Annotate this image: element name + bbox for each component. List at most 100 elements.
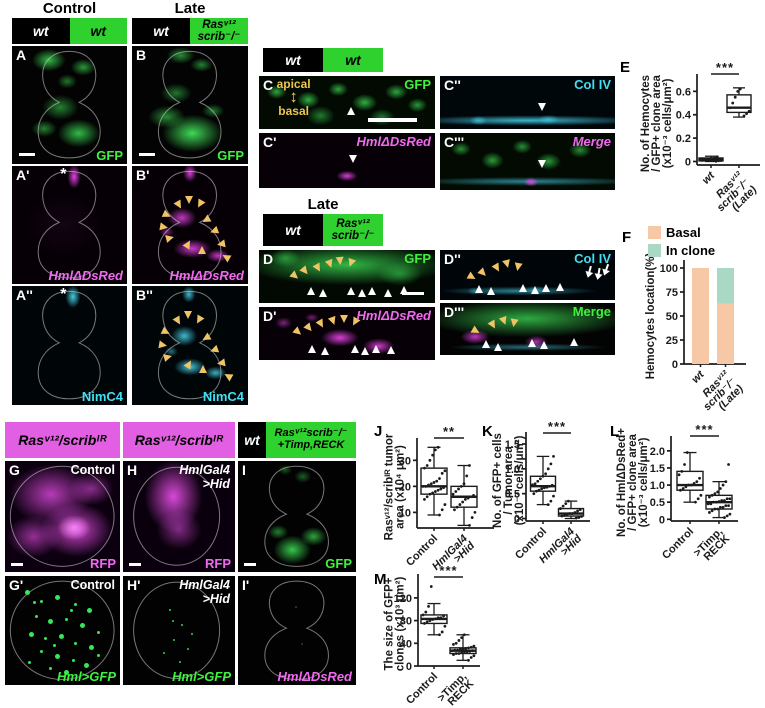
- basal-hemocyte-arrowhead: [555, 283, 564, 291]
- panel-D-triple-prime: D''' Merge: [440, 303, 615, 355]
- channel-label: GFP: [217, 148, 244, 163]
- hemocyte-arrowhead: [292, 326, 304, 338]
- legend-row-in-clone: In clone: [648, 243, 715, 258]
- condition-label: Control: [70, 578, 115, 592]
- apical-basal-annotation: apical ↕ basal: [276, 76, 311, 118]
- svg-text:0: 0: [514, 514, 520, 526]
- scale-bar: [243, 563, 256, 567]
- basal-hemocyte-arrowhead: [482, 340, 490, 349]
- hemocyte-arrowhead: [299, 265, 311, 278]
- genotype-bar-d: wt Rasᵛ¹² scrib⁻/⁻: [263, 214, 383, 246]
- genotype-rasv12-scrib: Rasᵛ¹² scrib⁻/⁻: [323, 214, 383, 246]
- panel-C-double-prime: C'' Col IV: [440, 76, 615, 129]
- svg-text:0.5: 0.5: [505, 489, 520, 501]
- basal-hemocyte-arrowhead: [361, 347, 370, 356]
- panel-E-boxplot: 0 0.2 0.4 0.6 No. of Hemocytes/ GFP+ clone a…: [598, 52, 765, 227]
- panel-A-prime: A' * HmlΔDsRed: [12, 166, 127, 284]
- panel-letter: C': [263, 134, 277, 150]
- svg-text:***: ***: [439, 563, 457, 578]
- genotype-bar-late: wt Rasᵛ¹² scrib⁻/⁻: [132, 18, 248, 44]
- svg-text:30: 30: [399, 455, 411, 467]
- hemocyte-arrowhead: [466, 271, 478, 282]
- channel-label: Col IV: [574, 251, 611, 266]
- svg-text:75: 75: [666, 287, 678, 299]
- panel-C-prime: C' HmlΔDsRed: [259, 133, 435, 188]
- panel-letter: D'': [444, 251, 461, 267]
- channel-label: GFP: [404, 251, 431, 266]
- hemocyte-arrowhead: [312, 262, 324, 274]
- hemocyte-dots: [123, 576, 125, 578]
- svg-text:Control: Control: [660, 526, 696, 562]
- panel-F-stacked-bar: Basal In clone 0 25 50 75 100 Hemocytes locat…: [598, 224, 765, 419]
- hemocyte-arrowhead: [538, 102, 546, 111]
- basal-lamina-arrow: [587, 265, 592, 274]
- svg-text:M: M: [374, 571, 387, 588]
- genotype-wt: wt: [263, 214, 323, 246]
- svg-text:Rasᵛ¹²/scribᴵᴿ tumorarea (x10⁴: Rasᵛ¹²/scribᴵᴿ tumorarea (x10⁴ μm²): [384, 433, 407, 540]
- hemocyte-arrowhead: [315, 318, 327, 330]
- basal-hemocyte-arrowhead: [527, 339, 536, 348]
- svg-text:80: 80: [400, 616, 412, 628]
- basal-hemocyte-arrowhead: [368, 287, 377, 296]
- panel-B: B GFP: [132, 46, 248, 164]
- basal-hemocyte-arrowhead: [318, 289, 327, 298]
- svg-text:wt: wt: [689, 368, 707, 386]
- svg-text:L: L: [610, 423, 619, 440]
- svg-text:***: ***: [716, 60, 734, 75]
- svg-text:wt: wt: [700, 169, 718, 187]
- panel-letter: C: [263, 77, 274, 93]
- basal-hemocyte-arrowhead: [475, 285, 483, 293]
- channel-label: RFP: [205, 556, 231, 571]
- svg-text:10: 10: [399, 507, 411, 519]
- svg-text:***: ***: [695, 422, 713, 437]
- svg-text:50: 50: [666, 311, 678, 323]
- condition-label: HmlGal4 >Hid: [179, 578, 230, 606]
- svg-text:0: 0: [685, 156, 691, 168]
- panel-letter: D''': [444, 304, 465, 320]
- panel-I: I GFP: [238, 461, 356, 572]
- hemocyte-arrowhead: [198, 246, 207, 255]
- basal-hemocyte-arrowhead: [350, 345, 359, 354]
- svg-text:1.5: 1.5: [505, 439, 520, 451]
- panel-letter: H: [127, 462, 138, 478]
- svg-text:Hemocytes location(%): Hemocytes location(%): [645, 253, 657, 380]
- genotype-wt-clone: wt: [323, 48, 383, 72]
- hemocyte-arrowhead: [158, 340, 168, 350]
- channel-label: HmlΔDsRed: [277, 669, 352, 684]
- panel-letter: G': [9, 577, 24, 593]
- scale-bar: [128, 563, 141, 567]
- channel-label: NimC4: [202, 389, 244, 404]
- panel-B-prime: B' HmlΔDsRed: [132, 166, 248, 284]
- basal-hemocyte-arrowhead: [347, 287, 355, 296]
- svg-text:100: 100: [660, 263, 678, 275]
- basal-hemocyte-arrowhead: [371, 345, 380, 354]
- basal-hemocyte-arrowhead: [531, 285, 539, 294]
- apical-label: apical: [276, 76, 311, 91]
- genotype-wt-clone: wt: [69, 18, 127, 44]
- svg-text:40: 40: [400, 638, 412, 650]
- basal-hemocyte-arrowhead: [487, 286, 496, 295]
- disc-outline: [125, 578, 233, 683]
- basal-hemocyte-arrowhead: [383, 289, 392, 298]
- svg-text:120: 120: [394, 593, 412, 605]
- disc-outline: [240, 463, 353, 570]
- panel-letter: A'': [16, 287, 33, 303]
- genotype-bar-c: wt wt: [263, 48, 383, 72]
- panel-letter: I': [242, 577, 250, 593]
- svg-text:***: ***: [548, 419, 566, 434]
- svg-text:No. of Hemocytes/ GFP+ clone a: No. of Hemocytes/ GFP+ clone area(x10⁻³ …: [640, 74, 674, 172]
- svg-text:0: 0: [659, 514, 665, 526]
- svg-text:>Timp,RECK: >Timp,RECK: [435, 671, 476, 708]
- hemocyte-arrowhead: [328, 315, 339, 326]
- panel-C: C apical ↕ basal GFP: [259, 76, 435, 129]
- hemocyte-arrowhead: [216, 357, 226, 368]
- svg-text:25: 25: [666, 335, 678, 347]
- disc-outline: [7, 578, 117, 683]
- scale-bar: [10, 563, 23, 567]
- basal-hemocyte-arrowhead: [357, 289, 366, 298]
- genotype-rasv12-timp-reck: Rasᵛ¹²scrib⁻/⁻ +Timp,RECK: [266, 422, 356, 458]
- disc-outline: [240, 578, 353, 683]
- genotype-rasv12-scrib: Rasᵛ¹² scrib⁻/⁻: [190, 18, 248, 44]
- panel-A: A GFP: [12, 46, 127, 164]
- disc-outline: [125, 463, 233, 570]
